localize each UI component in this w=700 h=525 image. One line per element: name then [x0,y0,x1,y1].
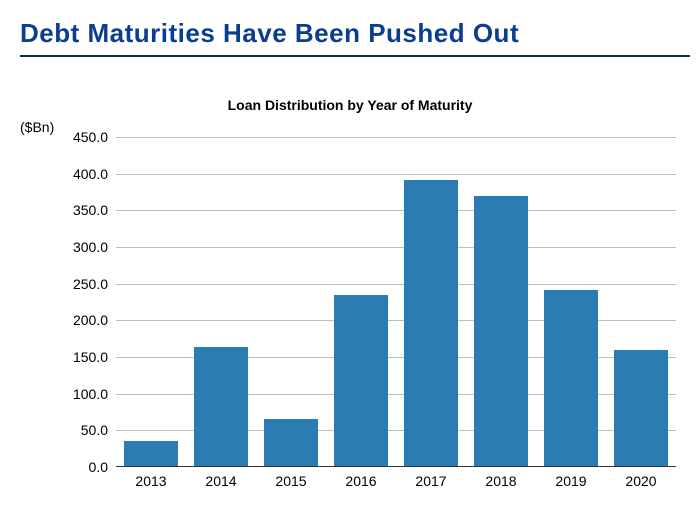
bar [474,196,529,467]
y-tick-label: 350.0 [73,202,108,218]
page-title: Debt Maturities Have Been Pushed Out [20,18,690,49]
y-tick-label: 450.0 [73,129,108,145]
bar [124,441,179,467]
chart-container: Loan Distribution by Year of Maturity ($… [20,97,680,507]
bar-slot [186,137,256,467]
y-tick-label: 300.0 [73,239,108,255]
y-tick-label: 100.0 [73,386,108,402]
x-tick-label: 2014 [186,473,256,489]
bar [614,350,669,467]
bar-slot [606,137,676,467]
chart-plot-area [116,137,676,467]
bars-group [116,137,676,467]
x-axis-line [116,466,676,467]
y-axis-unit-label: ($Bn) [20,119,54,135]
title-underline [20,55,690,57]
x-tick-label: 2020 [606,473,676,489]
y-tick-label: 50.0 [81,422,108,438]
bar-slot [326,137,396,467]
bar [404,180,459,467]
x-tick-label: 2013 [116,473,186,489]
y-tick-label: 150.0 [73,349,108,365]
bar-slot [116,137,186,467]
bar [544,290,599,467]
bar [334,295,389,467]
x-tick-label: 2017 [396,473,466,489]
bar [194,347,249,467]
x-tick-label: 2018 [466,473,536,489]
y-tick-label: 0.0 [89,459,108,475]
slide: Debt Maturities Have Been Pushed Out Loa… [0,0,700,525]
chart-title: Loan Distribution by Year of Maturity [20,97,680,113]
x-tick-label: 2016 [326,473,396,489]
bar-slot [466,137,536,467]
x-tick-label: 2015 [256,473,326,489]
bar-slot [536,137,606,467]
y-tick-label: 200.0 [73,312,108,328]
x-axis-labels: 20132014201520162017201820192020 [116,473,676,489]
y-tick-label: 250.0 [73,276,108,292]
y-tick-label: 400.0 [73,166,108,182]
bar-slot [396,137,466,467]
bar-slot [256,137,326,467]
x-tick-label: 2019 [536,473,606,489]
bar [264,419,319,467]
